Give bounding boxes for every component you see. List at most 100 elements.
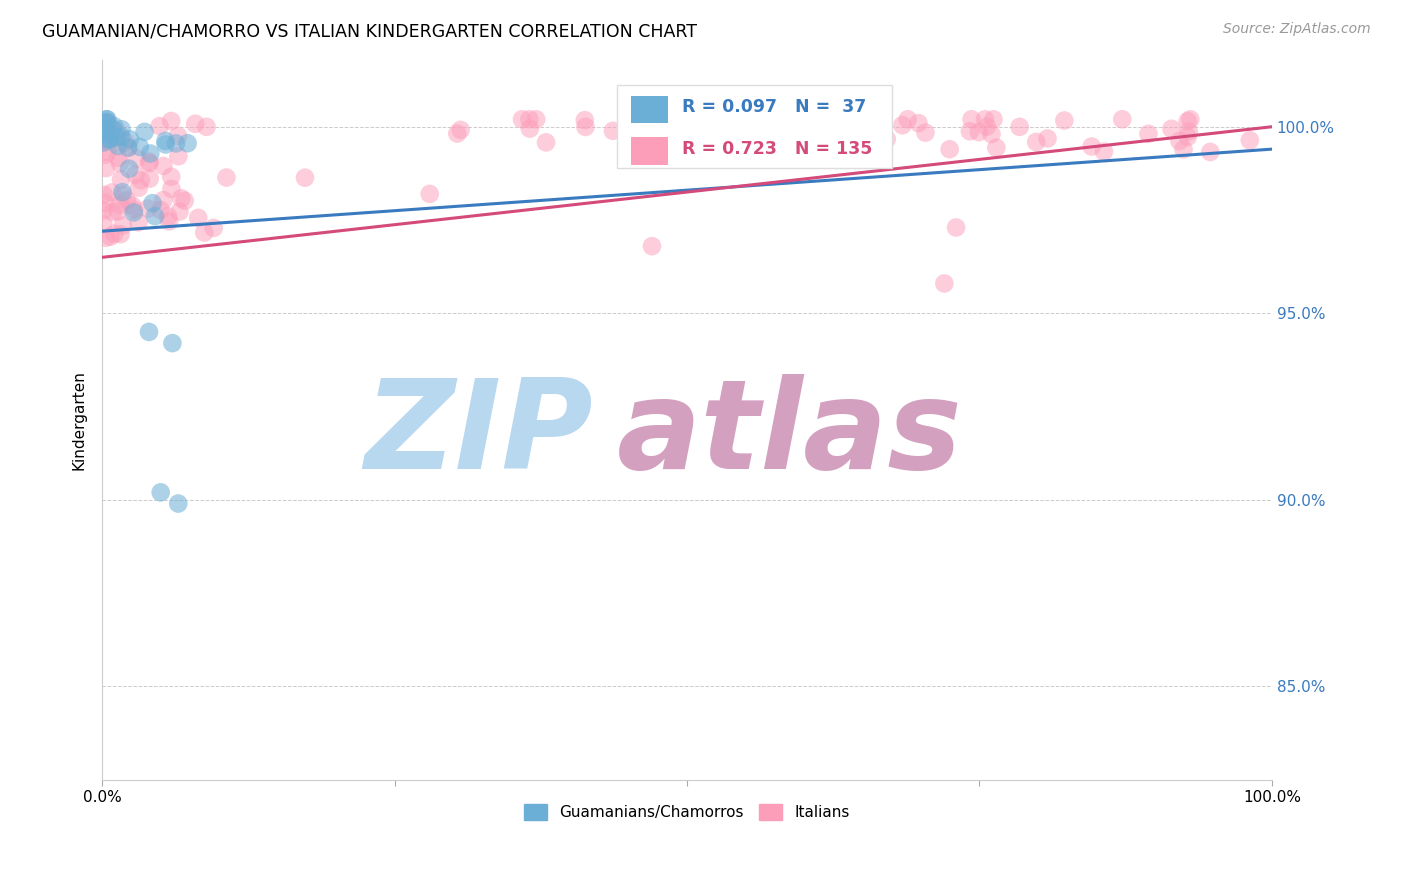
Text: R = 0.097   N =  37: R = 0.097 N = 37 (682, 98, 866, 116)
Point (1092, 145, 1115, 159)
Point (96, 145, 118, 159)
Point (121, 198, 143, 212)
Point (294, 170, 316, 185)
Point (122, 205, 145, 219)
Point (93, 121, 115, 136)
Point (138, 171, 160, 186)
Point (641, 239, 664, 253)
Point (193, 226, 215, 240)
Point (510, 112, 533, 127)
Point (960, 112, 983, 127)
Point (986, 141, 1008, 155)
Point (96, 112, 118, 127)
Point (115, 194, 138, 208)
Point (1177, 114, 1199, 128)
Point (636, 116, 658, 130)
Point (162, 336, 184, 351)
Point (173, 194, 195, 208)
Point (574, 120, 596, 134)
Point (176, 136, 198, 151)
Point (959, 124, 981, 138)
Point (876, 132, 898, 146)
Point (169, 204, 191, 219)
Point (139, 146, 162, 161)
Point (574, 113, 596, 128)
Point (976, 120, 998, 134)
Point (117, 141, 139, 155)
Point (108, 197, 131, 211)
Point (93, 187, 115, 202)
Point (742, 120, 765, 134)
Point (111, 219, 134, 233)
Point (101, 205, 124, 219)
Point (152, 159, 174, 173)
Point (104, 132, 127, 146)
Point (117, 140, 139, 154)
Point (103, 227, 125, 241)
Point (107, 151, 129, 165)
Point (96, 112, 118, 127)
Point (202, 220, 225, 235)
Point (983, 112, 1005, 127)
Point (845, 135, 868, 149)
Point (709, 115, 731, 129)
Point (167, 149, 190, 163)
Point (641, 112, 664, 127)
Point (450, 123, 472, 137)
Point (160, 114, 183, 128)
Legend: Guamanians/Chamorros, Italians: Guamanians/Chamorros, Italians (519, 797, 856, 826)
Point (94, 195, 117, 210)
Point (149, 485, 172, 500)
Point (111, 188, 134, 202)
Point (1137, 127, 1160, 141)
Point (118, 161, 141, 176)
FancyBboxPatch shape (617, 85, 891, 168)
Point (97, 123, 120, 137)
Point (157, 214, 180, 228)
Point (967, 125, 990, 139)
Point (1168, 134, 1191, 148)
Point (1239, 133, 1261, 147)
Point (1173, 142, 1195, 156)
Point (602, 124, 624, 138)
Point (160, 169, 183, 184)
Point (129, 173, 152, 187)
Bar (631, 95, 668, 123)
Point (897, 112, 920, 127)
Text: GUAMANIAN/CHAMORRO VS ITALIAN KINDERGARTEN CORRELATION CHART: GUAMANIAN/CHAMORRO VS ITALIAN KINDERGART… (42, 22, 697, 40)
Point (127, 215, 149, 229)
Point (938, 142, 960, 156)
Point (143, 209, 166, 223)
Point (1160, 121, 1182, 136)
Point (111, 185, 134, 199)
Point (1178, 125, 1201, 139)
Point (114, 136, 136, 150)
Point (136, 202, 159, 216)
Point (107, 204, 129, 219)
Point (110, 129, 132, 144)
Point (110, 172, 132, 186)
Point (184, 117, 207, 131)
Point (101, 186, 124, 200)
Point (152, 193, 174, 207)
Point (170, 191, 193, 205)
Point (108, 156, 131, 170)
Point (914, 126, 936, 140)
Point (93, 136, 115, 150)
Text: Source: ZipAtlas.com: Source: ZipAtlas.com (1223, 22, 1371, 37)
Point (446, 127, 468, 141)
Point (891, 118, 914, 132)
Point (720, 114, 742, 128)
Point (934, 277, 956, 291)
Point (853, 128, 876, 143)
Point (1111, 112, 1133, 127)
Text: atlas: atlas (617, 374, 963, 494)
Point (128, 140, 150, 154)
Point (94, 161, 117, 175)
Point (626, 132, 648, 146)
Point (93, 218, 115, 232)
Point (215, 170, 238, 185)
Point (160, 182, 183, 196)
Point (97, 132, 120, 146)
Point (1080, 139, 1102, 153)
